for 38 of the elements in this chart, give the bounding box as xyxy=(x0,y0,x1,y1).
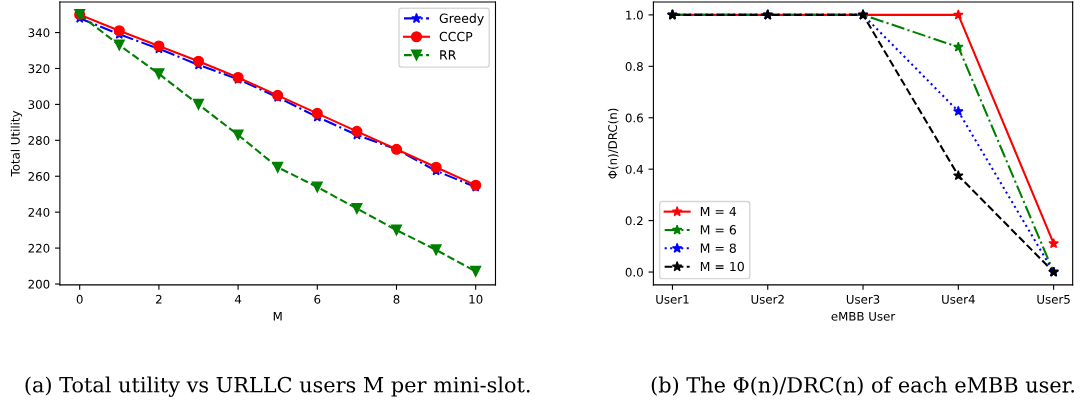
legend-label: M = 6 xyxy=(700,225,737,235)
legend-label: M = 4 xyxy=(700,206,737,217)
x-tick-label: User4 xyxy=(942,294,975,304)
y-tick-label: 0.4 xyxy=(625,164,644,174)
y-axis-title: Φ(n)/DRC(n) xyxy=(607,108,619,179)
y-tick-label: 0.0 xyxy=(625,267,643,277)
legend-label: M = 10 xyxy=(700,261,744,272)
x-tick-label: 10 xyxy=(469,294,483,304)
x-tick-label: User5 xyxy=(1037,294,1070,304)
x-tick-label: 4 xyxy=(234,294,242,304)
x-tick-label: User3 xyxy=(846,294,880,304)
y-tick-label: 280 xyxy=(28,136,50,145)
text: (a) Total utility vs URLLC users M per mini-slot. xyxy=(25,376,530,397)
y-tick-label: 320 xyxy=(28,64,50,74)
legend-label: M = 8 xyxy=(700,243,736,253)
x-axis-title: M xyxy=(273,311,282,321)
y-tick-label: 220 xyxy=(28,243,50,253)
y-tick-label: 200 xyxy=(28,279,50,289)
y-tick-label: 1.0 xyxy=(626,10,643,20)
x-tick-label: 8 xyxy=(393,294,400,304)
y-tick-label: 260 xyxy=(28,171,50,181)
legend-label: CCCP xyxy=(439,31,473,42)
y-tick-label: 0.6 xyxy=(625,113,643,123)
legend-label: Greedy xyxy=(439,13,484,26)
y-tick-label: 0.8 xyxy=(625,62,643,71)
y-tick-label: 240 xyxy=(28,207,50,217)
x-tick-label: User2 xyxy=(751,294,784,304)
x-tick-label: 0 xyxy=(76,294,83,304)
y-axis-title: Total Utility xyxy=(10,110,23,177)
y-tick-label: 0.2 xyxy=(625,216,643,226)
legend-label: RR xyxy=(440,50,456,60)
x-tick-label: 2 xyxy=(156,294,162,304)
y-tick-label: 340 xyxy=(28,28,50,38)
x-tick-label: 6 xyxy=(314,294,321,304)
x-axis-title: eMBB User xyxy=(831,311,896,321)
x-tick-label: User1 xyxy=(656,294,689,304)
y-tick-label: 300 xyxy=(28,100,50,110)
text: (b) The Φ(n)/DRC(n) of each eMBB user. xyxy=(651,376,1074,396)
